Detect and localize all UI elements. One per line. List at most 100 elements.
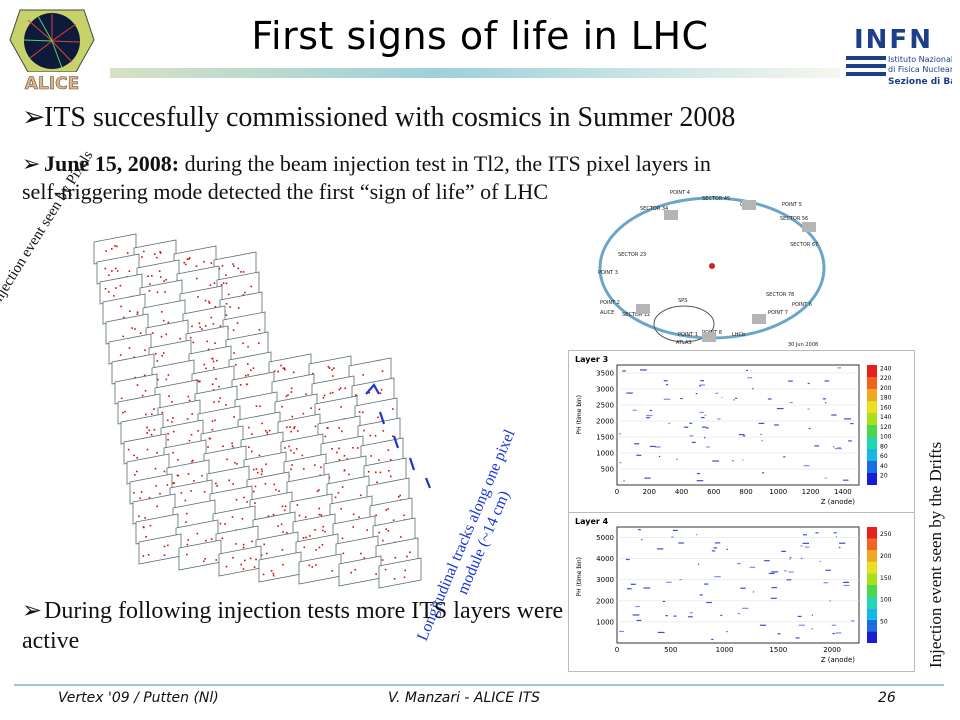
pixel-hit [225,565,228,568]
pixel-hit [261,470,263,473]
pixel-hit [165,378,168,381]
pixel-hit [228,479,231,482]
drift-hit [835,535,838,538]
pixel-hit [209,284,212,286]
pixel-hit [387,449,390,451]
pixel-hit [168,395,170,398]
x-axis-label: Z (anode) [821,656,856,664]
drift-hit [789,556,792,559]
drift-hit [736,563,741,565]
drift-hit [781,550,786,553]
pixel-hit [338,427,340,429]
drift-hit [678,542,684,544]
lhc-point-label: ALICE [600,310,614,316]
pixel-hit [186,553,188,556]
pixel-hit [177,474,180,477]
pixel-hit [370,455,372,457]
pixel-hit [218,385,220,388]
color-scale-label: 50 [880,619,888,626]
drift-hit [640,369,647,371]
drift-hit [717,418,721,420]
pixel-hit [211,357,213,360]
pixel-hit [293,452,295,454]
drift-hit [829,600,832,602]
x-axis-label: Z (anode) [821,498,856,506]
drift-hit [831,624,837,626]
drift-hit [768,572,775,575]
drift-hit [680,397,683,400]
x-tick-label: 1400 [834,488,852,496]
pixel-hit [105,250,107,252]
lhc-point-label: SECTOR 67 [790,242,818,248]
x-tick-label: 500 [664,646,677,654]
pixel-hit [190,433,193,436]
track-arrow-icon [365,383,380,395]
pixel-hit [199,380,201,383]
drift-hit [625,558,630,561]
color-scale-segment [867,389,877,401]
pixel-hit [312,372,314,375]
drift-hit [786,579,792,581]
drift-hit [700,384,706,386]
pixel-hit [261,422,263,425]
x-tick-label: 400 [675,488,688,496]
pixel-hit [139,497,142,500]
pixel-hit [248,426,250,429]
pixel-hit [158,270,161,272]
pixel-hit [382,430,385,432]
pixel-hit [375,514,377,517]
drift-hit [695,392,698,395]
pixel-hit [191,413,193,415]
pixel-hit [199,326,201,329]
pixel-hit [244,559,246,562]
pixel-hit [126,252,129,254]
drift-hit [788,380,793,382]
pixel-hit [318,408,321,411]
drift-hit [838,546,841,549]
pixel-hit [104,267,107,270]
pixel-hit [120,397,123,400]
drift-hit [632,409,637,411]
drift-hit [819,560,822,563]
drift-hit [699,594,703,596]
drift-hit [824,402,827,404]
pixel-hit [264,482,267,485]
pixel-hit [272,513,275,516]
pixel-hit [191,460,193,463]
arrow-bullet-icon: ➢ [22,151,41,176]
pixel-hit [210,316,213,319]
drift-hit [807,382,810,385]
drift-hit [758,422,765,424]
pixel-hit [119,284,122,287]
pixel-hit [384,568,387,571]
pixel-hit [309,535,311,537]
pixel-hit [212,323,215,325]
pixel-hit [198,322,201,325]
y-tick-label: 3000 [596,386,614,394]
pixel-hit [163,280,165,282]
pixel-hit [242,543,245,546]
pixel-hit [359,494,362,497]
pixel-module [378,557,422,589]
x-tick-label: 1000 [716,646,734,654]
lhc-center-marker [709,263,715,269]
pixel-hit [121,411,124,414]
pixel-hit [265,552,268,555]
pixel-hit [235,498,238,501]
drift-hit [743,435,746,437]
y-axis-label: PH (time bin) [576,557,583,596]
pixel-hit [266,433,269,436]
pixel-hit [187,539,190,541]
color-scale-segment [867,527,877,539]
pixel-hit [142,250,145,253]
pixel-hit [378,531,380,534]
color-scale-segment [867,538,877,551]
pixel-hit [157,378,159,381]
drift-hit [720,614,723,617]
lhc-point-label: POINT 3 [598,270,618,276]
lhc-point-label: SECTOR 12 [622,312,650,318]
color-scale-segment [867,425,877,437]
drift-hit [714,542,721,544]
drift-hit [742,607,749,609]
pixel-hit [231,442,233,445]
